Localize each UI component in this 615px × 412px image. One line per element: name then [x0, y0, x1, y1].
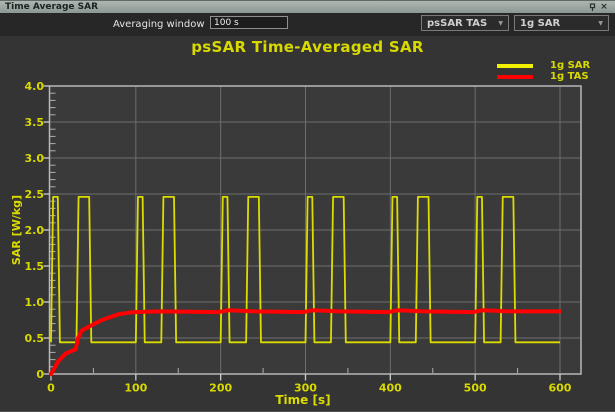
y-tick-label: 3.0 [25, 152, 45, 165]
close-icon[interactable]: × [600, 2, 608, 12]
signal-select-value: psSAR TAS [427, 17, 488, 29]
y-tick-label: 0 [36, 368, 44, 381]
chevron-down-icon: ▼ [498, 19, 503, 27]
legend-label-1g-sar: 1g SAR [550, 60, 591, 71]
x-axis-label: Time [s] [275, 393, 330, 407]
x-tick-label: 600 [549, 382, 572, 395]
y-tick-label: 4.0 [25, 80, 45, 93]
averaging-window-label: Averaging window [113, 19, 205, 30]
legend-entry-1g-sar: 1g SAR [497, 60, 590, 71]
y-tick-label: 1.0 [25, 296, 45, 309]
legend-swatch-1g-tas [497, 74, 533, 79]
y-axis-label: SAR [W/kg] [10, 195, 23, 265]
y-tick-label: 2.5 [25, 188, 45, 201]
legend-label-1g-tas: 1g TAS [550, 71, 589, 82]
x-tick-label: 100 [124, 382, 147, 395]
window-title: Time Average SAR [5, 1, 99, 12]
dock-pin-icon[interactable] [586, 2, 598, 13]
series-1g-tas-line [49, 308, 562, 376]
legend-entry-1g-tas: 1g TAS [497, 71, 590, 82]
y-tick-label: 3.5 [25, 116, 45, 129]
y-tick-label: 2.0 [25, 224, 45, 237]
x-tick-label: 0 [47, 382, 55, 395]
x-tick-label: 400 [379, 382, 402, 395]
toolbar: Averaging window psSAR TAS ▼ 1g SAR ▼ [0, 13, 615, 36]
mass-select-dropdown[interactable]: 1g SAR ▼ [514, 15, 609, 31]
chart-title: psSAR Time-Averaged SAR [191, 38, 424, 56]
x-tick-label: 300 [294, 382, 317, 395]
x-tick-label: 200 [209, 382, 232, 395]
averaging-window-input[interactable] [210, 16, 288, 29]
mass-select-value: 1g SAR [520, 17, 561, 29]
series-1g-sar-line [50, 195, 560, 344]
chevron-down-icon: ▼ [598, 19, 603, 27]
y-tick-label: 1.5 [25, 260, 45, 273]
x-tick-label: 500 [464, 382, 487, 395]
chart-legend: 1g SAR 1g TAS [497, 60, 590, 82]
legend-swatch-1g-sar [497, 63, 533, 68]
titlebar[interactable]: Time Average SAR × [0, 0, 615, 13]
signal-select-dropdown[interactable]: psSAR TAS ▼ [421, 15, 509, 31]
y-tick-label: 0.5 [25, 332, 45, 345]
